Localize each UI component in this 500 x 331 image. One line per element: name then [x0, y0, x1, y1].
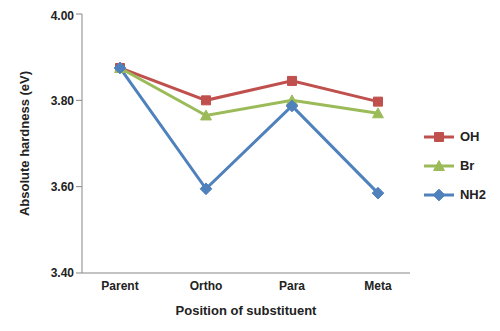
html-text:Br: Br — [460, 158, 475, 173]
svg-text:Parent: Parent — [101, 279, 138, 293]
svg-text:Meta: Meta — [364, 279, 392, 293]
svg-text:4.00: 4.00 — [51, 9, 75, 23]
svg-text:3.80: 3.80 — [51, 94, 75, 108]
html-text:NH2: NH2 — [460, 187, 486, 202]
svg-text:Para: Para — [279, 279, 305, 293]
svg-text:3.60: 3.60 — [51, 180, 75, 194]
svg-text:Absolute hardness (eV): Absolute hardness (eV) — [17, 71, 32, 216]
html-text:OH: OH — [460, 129, 480, 144]
svg-text:3.40: 3.40 — [51, 266, 75, 280]
svg-text:Position of substituent: Position of substituent — [176, 303, 317, 318]
svg-text:Ortho: Ortho — [190, 279, 223, 293]
